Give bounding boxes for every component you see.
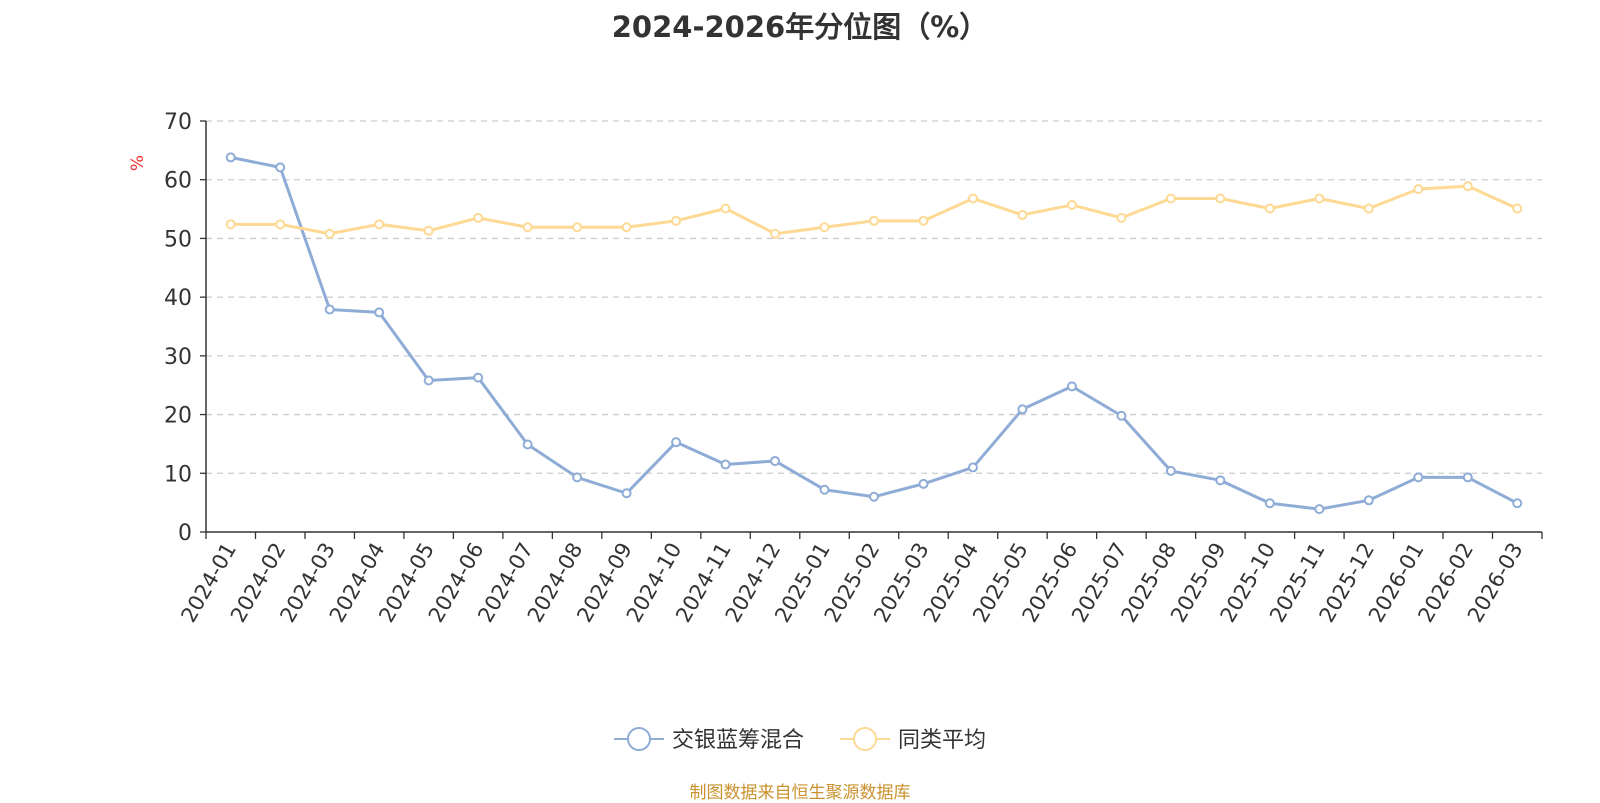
data-point <box>1314 504 1325 515</box>
data-point <box>374 307 385 318</box>
y-tick-label: 40 <box>164 286 192 311</box>
data-point <box>671 215 682 226</box>
data-point <box>324 228 335 239</box>
y-tick-label: 0 <box>178 521 192 546</box>
legend-label: 同类平均 <box>898 728 986 753</box>
y-tick-label: 50 <box>164 227 192 252</box>
y-axis: 0 10 20 30 40 50 60 70% <box>128 110 207 546</box>
y-tick-label: 10 <box>164 462 192 487</box>
data-point <box>918 478 929 489</box>
series-line <box>230 184 1518 236</box>
source-note: 制图数据来自恒生聚源数据库 <box>689 783 911 803</box>
data-point <box>1017 404 1028 415</box>
data-point <box>770 455 781 466</box>
data-point <box>225 219 236 230</box>
data-point <box>423 375 434 386</box>
series-line <box>230 155 1518 511</box>
data-point <box>1413 472 1424 483</box>
data-point <box>918 215 929 226</box>
data-point <box>621 222 632 233</box>
data-point <box>1462 181 1473 192</box>
data-point <box>374 219 385 230</box>
data-point <box>770 228 781 239</box>
data-point <box>869 215 879 226</box>
data-point <box>967 193 978 204</box>
y-tick-label: 30 <box>164 345 192 370</box>
data-point <box>819 222 830 233</box>
y-axis-label: % <box>128 155 148 171</box>
legend: 交银蓝筹混合 同类平均 <box>614 727 986 753</box>
data-point <box>621 488 632 499</box>
data-point <box>1462 472 1473 483</box>
data-point <box>967 462 978 473</box>
data-point <box>720 459 731 470</box>
data-point <box>522 222 533 233</box>
data-point <box>423 225 434 236</box>
legend-label: 交银蓝筹混合 <box>672 728 804 753</box>
data-point <box>473 212 484 223</box>
data-point <box>1116 212 1127 223</box>
data-point <box>225 152 236 163</box>
data-point <box>275 162 286 173</box>
data-point <box>1165 193 1176 204</box>
data-point <box>1215 475 1226 486</box>
data-point <box>1066 381 1077 392</box>
data-point <box>522 439 533 450</box>
data-point <box>1165 465 1176 476</box>
data-point <box>819 484 830 495</box>
data-point <box>1314 193 1325 204</box>
data-point <box>869 491 879 502</box>
legend-marker <box>627 727 651 751</box>
data-point <box>1066 199 1077 210</box>
data-point <box>1215 193 1226 204</box>
data-point <box>1116 410 1127 421</box>
legend-marker <box>853 727 877 751</box>
data-point <box>473 372 484 383</box>
data-point <box>1017 209 1028 220</box>
data-point <box>1264 203 1275 214</box>
data-point <box>720 203 731 214</box>
y-tick-label: 70 <box>164 110 192 135</box>
data-point <box>572 472 583 483</box>
data-point <box>324 304 335 315</box>
data-point <box>671 437 682 448</box>
data-point <box>1413 184 1424 195</box>
data-point <box>1363 495 1374 506</box>
data-point <box>1363 203 1374 214</box>
data-point <box>275 219 286 230</box>
chart-title: 2024-2026年分位图（%） <box>611 10 989 44</box>
gridlines <box>206 120 1542 474</box>
data-point <box>1512 203 1523 214</box>
data-point <box>572 222 583 233</box>
data-point <box>1264 498 1275 509</box>
y-tick-label: 20 <box>164 404 192 429</box>
x-axis: 2024-012024-022024-032024-042024-052024-… <box>176 531 1543 626</box>
y-tick-label: 60 <box>164 169 192 194</box>
series-layer <box>225 152 1523 515</box>
data-point <box>1512 498 1523 509</box>
